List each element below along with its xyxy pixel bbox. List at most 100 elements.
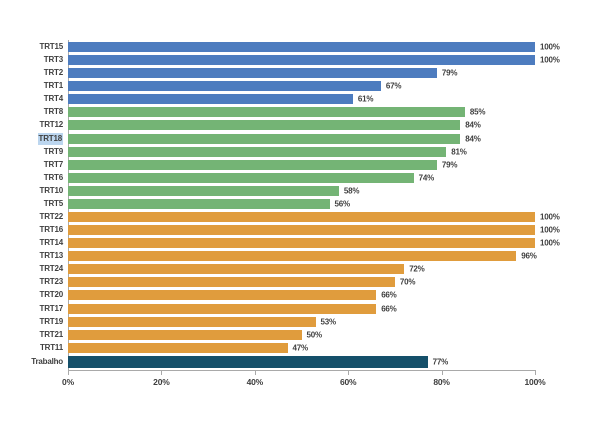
value-label: 96% — [521, 251, 537, 261]
category-label: TRT20 — [39, 290, 64, 300]
x-tick-label: 60% — [339, 377, 357, 387]
bar[interactable] — [68, 55, 535, 66]
chart-row: TRT15 100% — [40, 42, 560, 52]
chart-row: TRT12 84% — [40, 120, 535, 131]
category-label: TRT7 — [43, 159, 63, 169]
value-label: 53% — [320, 317, 337, 327]
chart-row: TRT18 84% — [37, 132, 535, 145]
chart-row: TRT2 79% — [44, 68, 535, 79]
bar[interactable] — [68, 42, 535, 52]
category-label: TRT22 — [39, 212, 64, 222]
bar[interactable] — [68, 329, 302, 340]
bar[interactable] — [68, 159, 437, 170]
x-tick-label: 20% — [153, 377, 170, 387]
value-label: 100% — [540, 42, 560, 52]
bar[interactable] — [68, 355, 428, 368]
chart-row: TRT20 66% — [40, 290, 535, 301]
value-label: 70% — [399, 277, 416, 287]
chart-row: TRT8 85% — [44, 107, 535, 118]
x-tick-mark — [535, 371, 536, 375]
bar[interactable] — [68, 133, 461, 144]
chart-row: TRT6 74% — [44, 172, 535, 183]
chart-row: TRT11 47% — [40, 342, 535, 353]
chart-row: TRT7 79% — [44, 159, 535, 170]
value-label: 77% — [432, 357, 449, 367]
chart-row: TRT1 67% — [44, 81, 535, 92]
category-label: TRT14 — [39, 238, 64, 248]
value-label: 50% — [306, 330, 323, 340]
category-label: TRT17 — [39, 303, 64, 313]
bar[interactable] — [68, 68, 437, 79]
bar[interactable] — [68, 172, 414, 183]
bar[interactable] — [68, 107, 465, 118]
value-label: 85% — [469, 107, 486, 117]
chart-row: TRT3 100% — [44, 55, 560, 66]
value-label: 100% — [540, 238, 560, 248]
chart-row: TRT13 96% — [40, 251, 537, 262]
category-label: TRT5 — [43, 198, 63, 208]
category-label: TRT13 — [39, 251, 64, 261]
category-label: TRT8 — [43, 107, 63, 117]
x-axis-line — [68, 370, 536, 371]
bar[interactable] — [68, 316, 316, 327]
value-label: 72% — [409, 264, 425, 274]
category-label: TRT11 — [39, 342, 63, 352]
bar[interactable] — [68, 290, 377, 301]
x-tick-mark — [441, 371, 443, 375]
bar[interactable] — [68, 277, 395, 288]
category-label: TRT6 — [43, 172, 63, 182]
value-label: 84% — [465, 120, 481, 130]
bar[interactable] — [68, 120, 461, 131]
value-label: 67% — [385, 81, 402, 91]
category-label: TRT1 — [43, 81, 63, 91]
value-label: 84% — [465, 134, 481, 144]
bar[interactable] — [68, 185, 339, 196]
chart-row: TRT10 58% — [40, 185, 535, 196]
value-label: 74% — [418, 173, 435, 183]
category-label: TRT3 — [43, 55, 63, 65]
chart-plot-area: TRT15 100% TRT3 100% TRT2 79% TRT1 67% TRT4 61% TR… — [31, 42, 560, 368]
bar[interactable] — [68, 212, 535, 223]
category-label: Trabalho — [31, 356, 63, 366]
chart-row: TRT19 53% — [40, 316, 535, 327]
bar[interactable] — [68, 303, 377, 314]
value-label: 100% — [540, 212, 560, 222]
chart-row: TRT5 56% — [44, 198, 535, 209]
category-label: TRT4 — [43, 94, 63, 104]
chart-row: TRT14 100% — [40, 238, 560, 249]
x-tick-label: 80% — [433, 377, 450, 387]
chart-row: Trabalho 77% — [31, 355, 535, 368]
bar[interactable] — [68, 225, 535, 236]
bar[interactable] — [68, 251, 517, 262]
value-label: 66% — [381, 304, 397, 314]
chart-row: TRT24 72% — [40, 264, 535, 275]
value-label: 100% — [540, 55, 560, 65]
bar[interactable] — [68, 81, 381, 92]
bar[interactable] — [68, 238, 535, 249]
value-label: 81% — [451, 147, 467, 157]
bar[interactable] — [68, 342, 288, 353]
chart-row: TRT16 100% — [40, 225, 560, 236]
category-label: TRT23 — [39, 277, 64, 287]
bar[interactable] — [68, 94, 353, 105]
bar[interactable] — [68, 198, 330, 209]
category-label: TRT21 — [39, 329, 64, 339]
category-label: TRT19 — [39, 316, 64, 326]
category-label: TRT2 — [43, 68, 63, 78]
category-label: TRT12 — [39, 120, 64, 130]
bar[interactable] — [68, 146, 447, 157]
x-tick-mark — [348, 371, 350, 375]
value-label: 61% — [357, 94, 374, 104]
category-label: TRT18 — [37, 132, 63, 145]
value-label: 58% — [343, 186, 360, 196]
value-label: 100% — [540, 225, 560, 235]
chart-row: TRT9 81% — [44, 146, 535, 157]
bar[interactable] — [68, 264, 405, 275]
chart-row: TRT4 61% — [44, 94, 535, 105]
value-label: 56% — [334, 199, 351, 209]
category-label: TRT16 — [39, 225, 64, 235]
category-label: TRT15 — [39, 42, 64, 51]
value-label: 66% — [381, 290, 397, 300]
category-label: TRT9 — [43, 146, 63, 156]
